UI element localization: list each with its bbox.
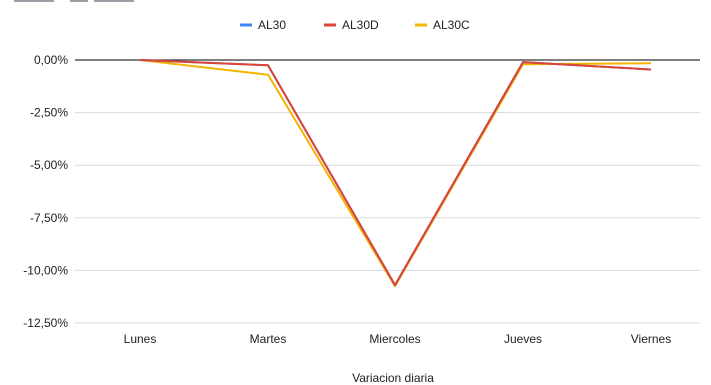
gridlines — [75, 59, 700, 324]
series-line-al30d — [139, 59, 652, 287]
legend: AL30 AL30D AL30C — [240, 18, 470, 32]
x-axis-title: Variacion diaria — [352, 371, 434, 385]
series-line-al30 — [139, 59, 652, 287]
x-tick-label: Lunes — [124, 332, 157, 346]
legend-label-al30c: AL30C — [433, 18, 470, 32]
cropped-title-fragment — [14, 0, 134, 2]
legend-label-al30d: AL30D — [342, 18, 379, 32]
y-tick-label: -12,50% — [23, 316, 68, 330]
x-tick-label: Jueves — [504, 332, 542, 346]
y-tick-label: -7,50% — [30, 211, 68, 225]
x-tick-label: Viernes — [631, 332, 671, 346]
y-tick-label: -2,50% — [30, 106, 68, 120]
x-axis-tick-labels: Lunes Martes Miercoles Jueves Viernes — [124, 332, 672, 346]
legend-label-al30: AL30 — [258, 18, 286, 32]
y-axis-tick-labels: 0,00% -2,50% -5,00% -7,50% -10,00% -12,50% — [23, 53, 68, 330]
y-tick-label: 0,00% — [34, 53, 68, 67]
x-tick-label: Miercoles — [369, 332, 420, 346]
series-line-al30c — [139, 59, 652, 288]
series-lines — [139, 59, 652, 288]
y-tick-label: -10,00% — [23, 263, 68, 277]
x-tick-label: Martes — [250, 332, 287, 346]
y-tick-label: -5,00% — [30, 158, 68, 172]
